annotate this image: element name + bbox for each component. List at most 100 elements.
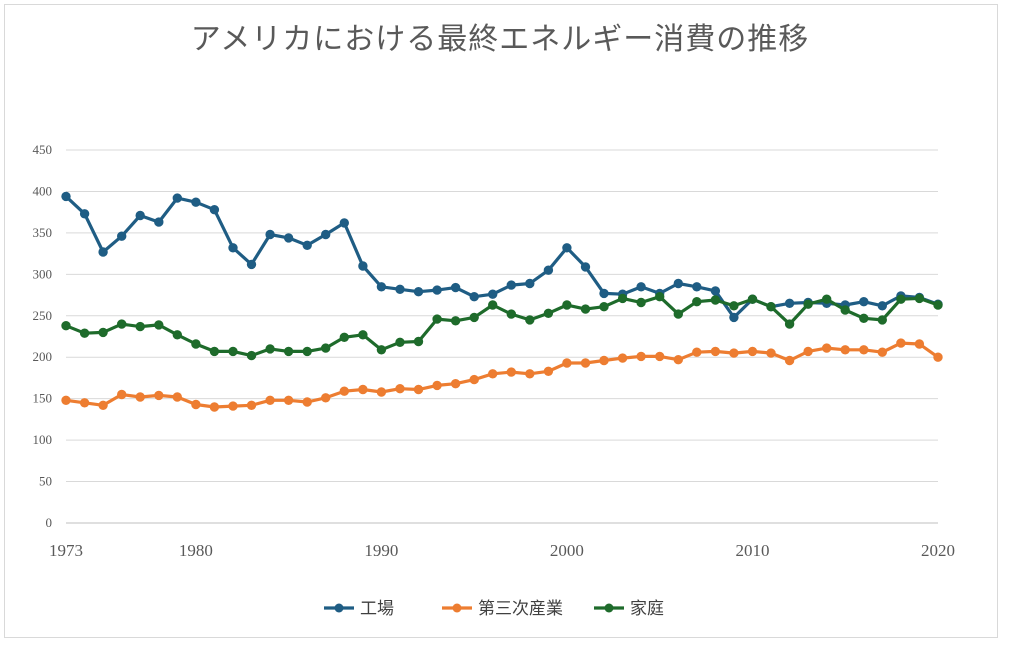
data-point [877,347,887,357]
data-point [877,301,887,311]
data-point [228,346,238,357]
data-point [79,398,90,408]
data-point [580,262,591,272]
data-point [488,289,498,299]
data-point [506,309,516,319]
legend-swatch-marker [452,603,462,613]
data-point [191,197,201,207]
x-tick-label: 2020 [921,541,955,560]
data-point [766,348,776,358]
data-point [655,292,665,302]
data-point [376,387,387,397]
data-point [98,247,108,257]
data-point [172,330,183,340]
y-tick-label: 100 [33,432,53,447]
data-point [859,297,869,307]
data-point [191,399,201,410]
data-point [135,321,145,332]
data-point [469,292,479,302]
data-point [228,401,238,411]
data-point [395,337,405,347]
data-point [283,395,294,405]
data-point [339,386,349,396]
data-point [358,384,368,395]
y-tick-label: 0 [46,515,53,530]
data-point [117,231,127,241]
data-point [636,297,646,308]
data-point [432,380,442,391]
data-point [896,294,906,304]
x-tick-label: 1980 [179,541,213,560]
data-point [710,346,721,357]
x-tick-label: 2000 [550,541,584,560]
data-point [803,299,813,309]
data-point [172,392,183,402]
series-2 [61,338,943,412]
data-point [784,319,795,329]
data-point [525,315,535,325]
y-axis-ticks: 0 50 100 150 200 250 300 350 400 450 [33,142,53,530]
y-tick-label: 250 [33,308,53,323]
data-point [543,265,554,275]
data-point [803,346,813,357]
data-point [747,294,758,304]
data-point [321,229,331,240]
data-point [636,351,646,362]
data-point [376,345,387,355]
data-point [358,261,368,271]
data-point [655,351,665,362]
data-point [228,243,238,253]
data-point [747,346,758,357]
data-point [729,348,739,358]
legend: 工場 第三次産業 家庭 [324,599,664,619]
data-point [61,321,71,331]
y-tick-label: 350 [33,225,53,240]
data-point [79,209,90,219]
y-tick-label: 200 [33,349,53,364]
data-point [302,240,312,251]
data-point [265,395,275,405]
data-point [61,191,71,202]
data-point [692,297,702,307]
data-point [61,395,71,405]
x-tick-label: 2010 [735,541,769,560]
data-point [302,397,312,407]
data-point [599,302,609,312]
data-point [599,355,609,366]
x-tick-label: 1990 [364,541,398,560]
data-point [432,314,442,324]
data-point [488,369,498,379]
y-tick-label: 450 [33,142,53,157]
data-point [562,358,572,368]
data-point [859,345,869,355]
data-point [580,358,591,368]
legend-label: 家庭 [630,599,664,619]
data-point [246,400,257,410]
data-point [265,344,275,354]
data-point [98,327,108,338]
data-point [599,288,609,299]
data-point [154,390,164,401]
data-point [413,336,424,347]
data-point [784,298,795,308]
data-point [710,286,721,296]
data-point [246,350,257,361]
data-point [729,301,739,311]
data-point [617,353,628,363]
data-point [914,293,925,304]
legend-item: 第三次産業 [442,599,563,619]
data-point [154,217,164,227]
data-point [636,282,646,292]
data-point [933,300,943,310]
data-point [822,343,832,353]
data-point [321,393,331,403]
data-point [543,366,554,376]
data-point [859,313,869,323]
data-point [896,338,906,348]
data-point [117,319,127,329]
y-tick-label: 400 [33,183,53,198]
y-tick-label: 50 [39,474,52,489]
data-point [525,278,535,289]
data-point [840,305,850,315]
